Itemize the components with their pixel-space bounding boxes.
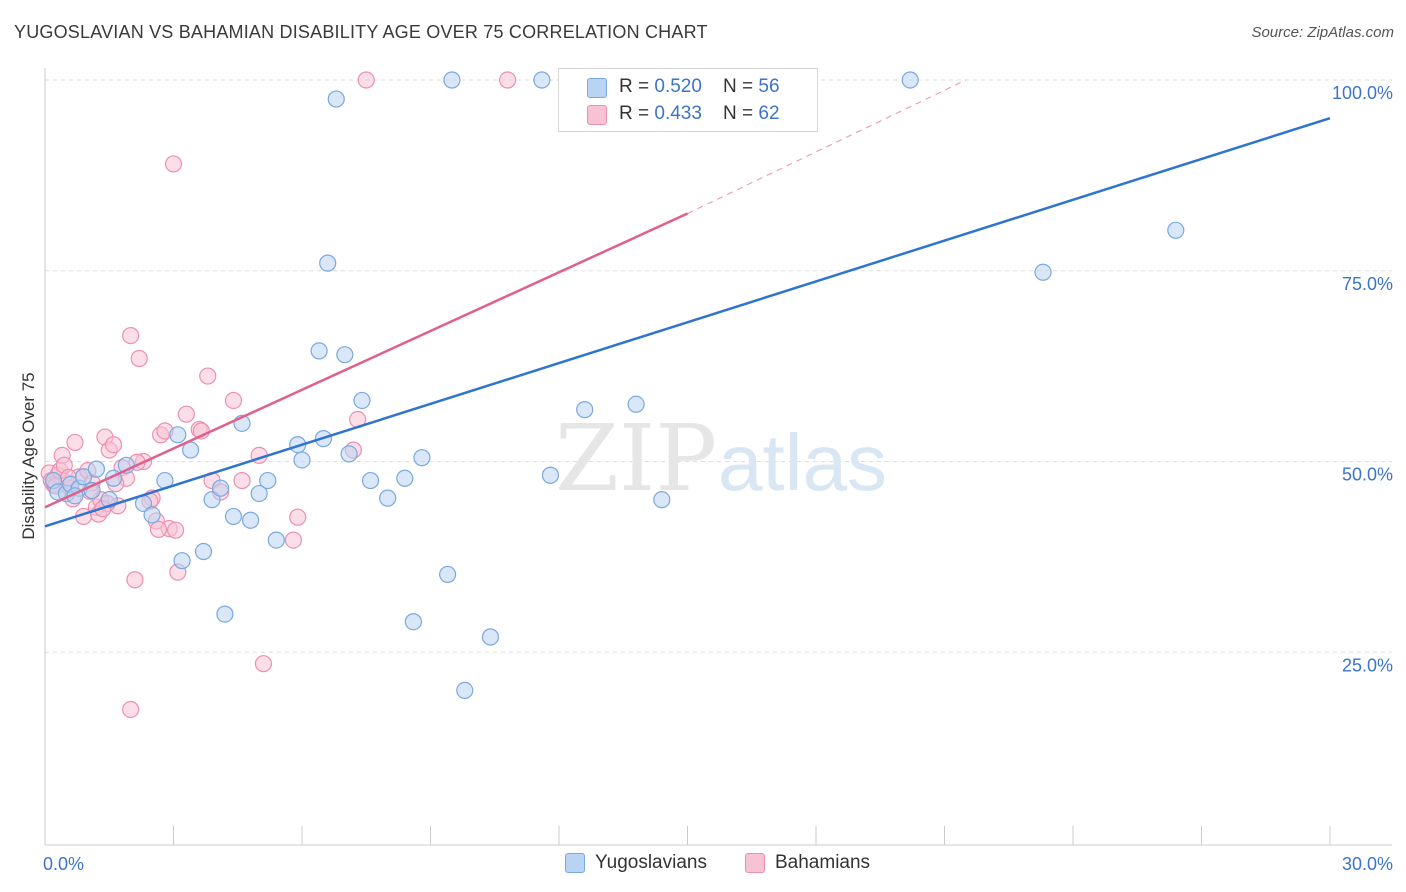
yugoslavians-point <box>340 445 358 463</box>
watermark-zip: ZIP <box>555 405 717 512</box>
yugoslavians-point <box>250 484 268 503</box>
yugoslavians-point <box>87 460 106 478</box>
bahamians-point <box>164 155 183 173</box>
yugoslavians-point <box>1167 221 1185 239</box>
yugoslavians-point <box>143 506 161 524</box>
yugoslavians-point <box>379 489 397 507</box>
trend-lines <box>44 79 1331 528</box>
chart-title: YUGOSLAVIAN VS BAHAMIAN DISABILITY AGE O… <box>14 22 708 42</box>
y-tick-label: 75.0% <box>1342 274 1393 294</box>
yugoslavians-point <box>310 342 328 360</box>
yugoslavians-point <box>439 565 457 584</box>
bahamians-point <box>66 433 84 452</box>
yugoslavians-point <box>212 479 230 497</box>
bahamians-point <box>499 71 517 89</box>
r-value: 0.433 <box>654 103 702 124</box>
blue-swatch <box>587 78 607 98</box>
bahamians-point <box>177 405 195 423</box>
bahamians-point <box>233 471 251 490</box>
yugoslavians-point <box>336 346 354 364</box>
bahamians-point <box>149 520 168 539</box>
yugoslavians-point <box>194 542 213 561</box>
bahamians-point <box>122 327 140 345</box>
bahamians-point <box>167 521 185 539</box>
yugoslavians-point <box>203 491 221 509</box>
bahamians-point <box>199 367 217 385</box>
pink-swatch <box>587 105 607 125</box>
stats-legend: R = 0.520 N = 56 R = 0.433 N = 62 <box>558 68 818 132</box>
y-tick-label: 50.0% <box>1342 465 1393 485</box>
yugoslavians-point <box>267 531 285 549</box>
yugoslavians-point <box>361 471 380 490</box>
yugoslavians-point <box>327 90 345 108</box>
yugoslavians-points <box>44 71 1185 700</box>
yugoslavians-point <box>443 71 461 89</box>
yugoslavians-point <box>901 71 919 89</box>
n-value: 56 <box>758 76 780 97</box>
yugoslavians-point <box>653 491 671 509</box>
watermark-atlas: atlas <box>718 418 887 507</box>
yugoslavians-point <box>576 401 594 419</box>
yugoslavians-point <box>396 469 414 487</box>
yugoslavians-point <box>169 426 187 444</box>
yugoslavians-point <box>224 507 243 526</box>
x-tick-label: 0.0% <box>43 854 84 874</box>
yugoslavians-point <box>1034 263 1052 281</box>
yugoslavians-point <box>259 471 277 490</box>
r-label: R = <box>619 103 655 124</box>
bahamians-point <box>254 655 273 673</box>
bahamians-point <box>126 571 144 589</box>
tick-labels: 25.0% 50.0% 75.0% 100.0% 0.0% 30.0% <box>43 83 1393 874</box>
bahamians-point <box>122 700 140 719</box>
bahamians-point <box>130 349 148 368</box>
legend-label: Bahamians <box>775 852 871 873</box>
bahamians-points <box>40 71 517 719</box>
bahamians-point <box>289 508 307 526</box>
yugoslavians-point <box>353 391 371 410</box>
yugoslavians-point <box>319 254 337 272</box>
yugoslavians-point <box>404 613 422 631</box>
yugoslavians-point <box>74 468 93 486</box>
gridlines <box>45 79 1392 653</box>
y-tick-label: 100.0% <box>1332 83 1393 103</box>
yugoslavians-point <box>533 71 551 89</box>
yugoslavians-trend-line <box>44 116 1331 528</box>
r-value: 0.520 <box>654 76 702 97</box>
yugoslavians-point <box>293 451 311 469</box>
yugoslavians-point <box>242 511 260 529</box>
bahamians-point <box>224 391 243 410</box>
y-tick-label: 25.0% <box>1342 655 1393 675</box>
source-label: Source: ZipAtlas.com <box>1251 24 1394 41</box>
bahamians-point <box>104 436 123 454</box>
yugoslavians-point <box>173 552 191 570</box>
watermark: ZIP atlas <box>555 405 887 512</box>
n-label: N = <box>723 76 759 97</box>
n-label: N = <box>723 103 759 124</box>
bahamians-trend-line <box>44 212 689 509</box>
bahamians-point <box>357 71 375 89</box>
blue-swatch <box>565 853 585 873</box>
r-label: R = <box>619 76 655 97</box>
n-value: 62 <box>758 103 780 124</box>
yugoslavians-point <box>627 395 645 413</box>
yugoslavians-point <box>216 605 234 623</box>
bahamians-trend-extension <box>687 79 967 215</box>
pink-swatch <box>745 853 765 873</box>
yugoslavians-point <box>541 466 560 484</box>
legend-label: Yugoslavians <box>595 852 707 873</box>
x-tick-label: 30.0% <box>1342 854 1393 874</box>
bahamians-point <box>284 531 303 549</box>
yugoslavians-point <box>413 449 431 467</box>
axes <box>44 68 1392 846</box>
y-axis-label: Disability Age Over 75 <box>19 372 38 539</box>
yugoslavians-point <box>456 681 474 700</box>
yugoslavians-point <box>481 628 500 646</box>
